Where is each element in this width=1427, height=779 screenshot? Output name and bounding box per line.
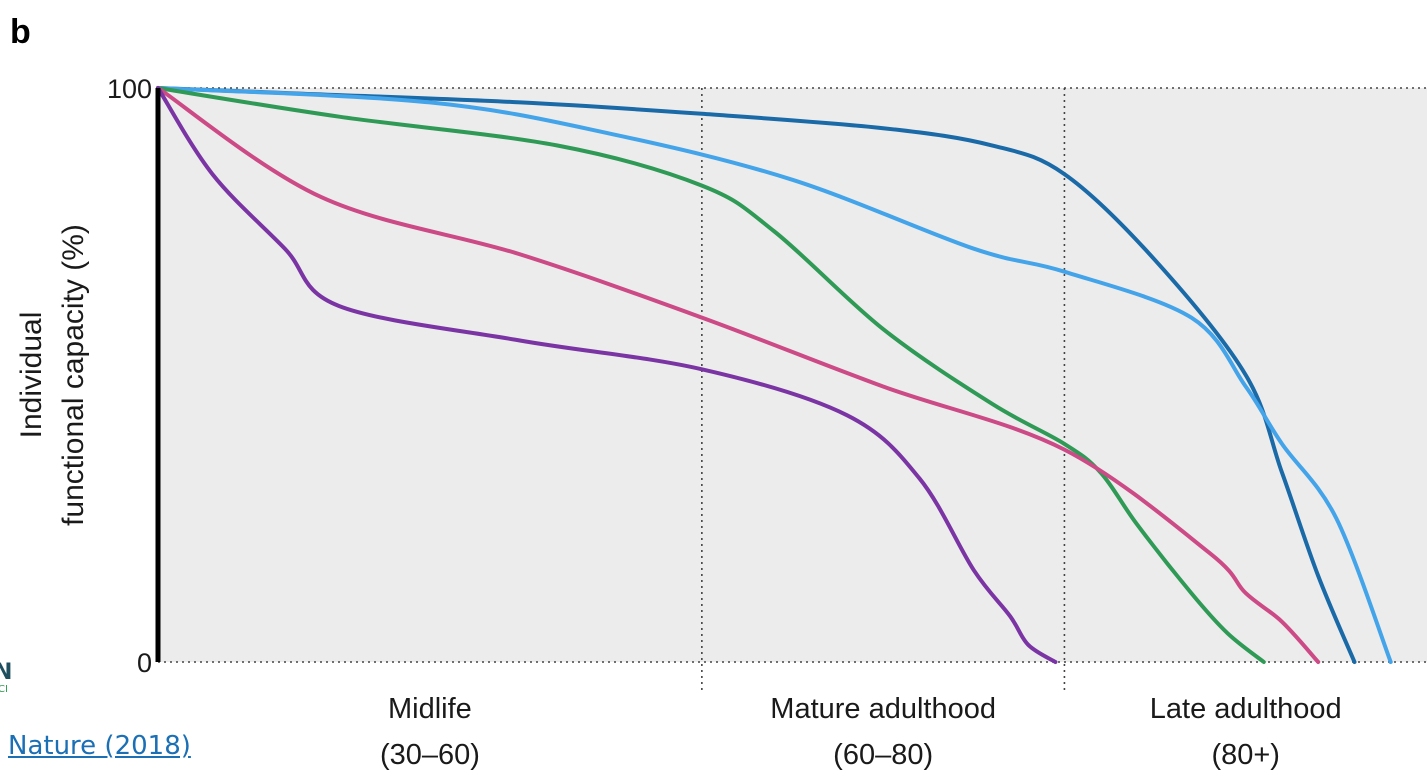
stage-label-name-2: Mature adulthood	[770, 693, 996, 725]
publisher-logo: N CI	[0, 662, 14, 702]
series-line-5	[156, 86, 1058, 664]
plot-area	[158, 88, 1427, 662]
y-tick-label-100: 100	[107, 74, 152, 104]
series-line-1	[156, 86, 1357, 664]
stage-dividers	[701, 88, 1066, 690]
source-link[interactable]: Nature (2018)	[8, 731, 191, 761]
stage-label-range-3: (80+)	[1211, 739, 1280, 771]
stage-label-range-2: (60–80)	[833, 739, 933, 771]
stage-label-name-1: Midlife	[388, 693, 472, 725]
series-line-4	[156, 86, 1321, 664]
y-tick-label-0: 0	[137, 648, 152, 678]
series-line-2	[156, 86, 1393, 664]
logo-letter: N	[0, 662, 13, 685]
logo-subtext: CI	[0, 684, 8, 695]
stage-label-name-3: Late adulthood	[1150, 693, 1342, 725]
stage-label-range-1: (30–60)	[380, 739, 480, 771]
series-line-3	[156, 86, 1266, 664]
series-lines	[156, 86, 1393, 664]
y-axis-title-line-2: functional capacity (%)	[57, 224, 90, 526]
panel-letter: b	[10, 13, 31, 51]
stage-labels: Midlife (30–60) Mature adulthood (60–80) Lat…	[380, 693, 1342, 771]
y-axis-title-line-1: Individual	[15, 312, 48, 439]
